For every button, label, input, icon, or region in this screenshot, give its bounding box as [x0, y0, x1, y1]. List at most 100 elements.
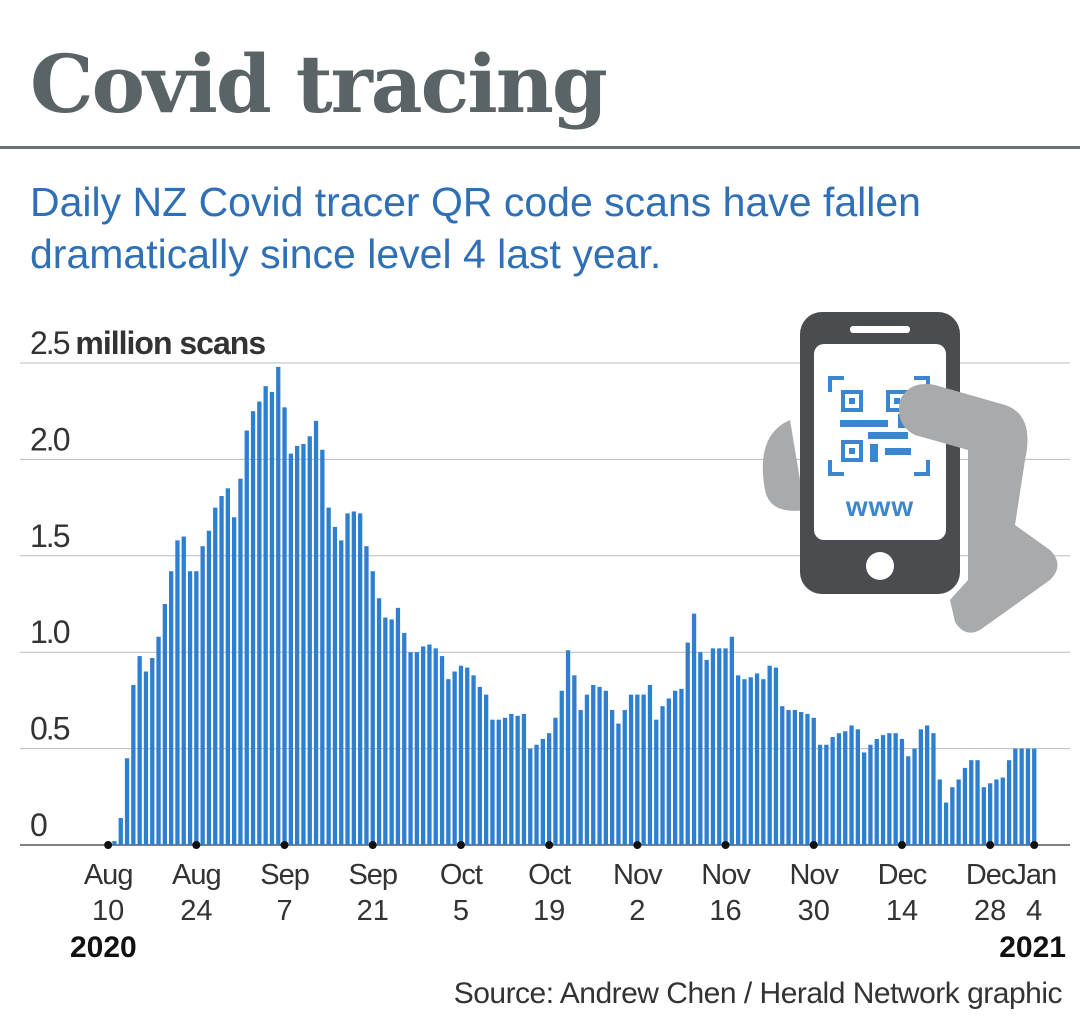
- x-tick-day: 7: [276, 895, 292, 927]
- bar: [496, 719, 501, 845]
- year-label-start: 2020: [70, 931, 137, 964]
- bar: [364, 546, 369, 845]
- bar: [244, 430, 249, 845]
- bar: [219, 496, 224, 845]
- bar: [408, 652, 413, 845]
- bar: [427, 644, 432, 845]
- bar: [509, 713, 514, 845]
- bar: [553, 717, 558, 845]
- bar: [1032, 748, 1037, 845]
- bar: [925, 725, 930, 845]
- bar: [981, 787, 986, 845]
- bar: [736, 675, 741, 845]
- bar: [969, 760, 974, 845]
- bar: [899, 738, 905, 845]
- bar: [748, 677, 753, 845]
- bar: [534, 744, 539, 845]
- bar: [622, 710, 627, 845]
- x-tick-dot: [368, 841, 377, 849]
- bar: [490, 719, 495, 845]
- bar: [187, 571, 193, 845]
- bar: [194, 571, 199, 845]
- x-tick-day: 4: [1026, 895, 1042, 927]
- bar: [439, 656, 445, 845]
- x-tick-day: 16: [709, 895, 741, 927]
- bar: [162, 604, 167, 845]
- x-tick-month: Oct: [440, 859, 483, 891]
- bar: [647, 684, 653, 845]
- bar: [679, 688, 684, 845]
- bar: [704, 659, 709, 845]
- bar: [458, 665, 464, 845]
- bar: [893, 733, 898, 845]
- bar: [282, 407, 287, 845]
- bar: [288, 453, 293, 845]
- bar: [528, 748, 533, 845]
- x-tick-month: Jan: [1012, 859, 1056, 891]
- bar: [370, 571, 375, 845]
- bar: [811, 717, 816, 845]
- x-tick-month: Aug: [172, 859, 221, 891]
- x-tick-dot: [633, 841, 642, 849]
- bar: [238, 478, 243, 845]
- bar: [975, 760, 980, 845]
- phone-text: www: [845, 491, 914, 522]
- bar: [761, 679, 766, 845]
- bar: [780, 706, 785, 845]
- bar: [742, 679, 747, 845]
- x-tick-day: 30: [798, 895, 830, 927]
- bar: [351, 511, 356, 845]
- y-tick-label: 2.5 million scans: [30, 325, 265, 361]
- bar: [565, 650, 571, 845]
- bar: [1025, 748, 1031, 845]
- x-tick-month: Sep: [348, 859, 397, 891]
- bar: [326, 507, 331, 845]
- bar: [572, 675, 577, 845]
- bar: [691, 613, 697, 845]
- bar: [830, 737, 835, 845]
- bar: [666, 698, 671, 845]
- bar-chart: 2.5 million scans 2.0 1.5 1.0 0.5 0 Aug 10 Aug 2…: [20, 325, 1070, 964]
- bar: [1013, 748, 1018, 845]
- bar: [124, 758, 130, 845]
- bar: [950, 787, 955, 845]
- x-tick-day: 24: [180, 895, 212, 927]
- phone-home-button-icon: [866, 552, 894, 580]
- x-tick-dot: [986, 841, 995, 849]
- x-tick-dot: [192, 841, 201, 849]
- bar: [836, 733, 842, 845]
- chart-title: Covid tracing: [30, 37, 608, 131]
- bar: [156, 636, 161, 845]
- bar: [383, 617, 388, 845]
- bar: [1000, 777, 1005, 845]
- bar: [918, 729, 923, 845]
- x-tick-day: 5: [453, 895, 469, 927]
- bar: [515, 715, 520, 845]
- bar: [660, 706, 665, 845]
- bar: [698, 652, 703, 845]
- bar: [118, 818, 123, 845]
- y-tick-label: 1.5: [30, 518, 70, 554]
- bar: [792, 710, 797, 845]
- bar: [824, 744, 829, 845]
- bar: [874, 738, 879, 845]
- bar: [307, 436, 312, 845]
- bar: [131, 684, 136, 845]
- hand-thumb-icon: [899, 384, 1058, 633]
- bar: [389, 619, 394, 845]
- x-tick-month: Nov: [789, 859, 839, 891]
- bar: [786, 710, 791, 845]
- x-tick-month: Oct: [528, 859, 571, 891]
- y-axis-labels: 2.5 million scans 2.0 1.5 1.0 0.5 0: [30, 325, 266, 843]
- bar: [345, 513, 350, 845]
- bar: [250, 411, 256, 845]
- bar: [962, 767, 968, 845]
- bar: [767, 665, 772, 845]
- bar: [862, 752, 867, 845]
- x-tick-dot: [104, 841, 113, 849]
- bar: [868, 744, 873, 845]
- x-tick-day: 28: [974, 895, 1006, 927]
- bar: [395, 607, 401, 845]
- y-tick-label: 0.5: [30, 711, 70, 747]
- x-tick-month: Nov: [701, 859, 751, 891]
